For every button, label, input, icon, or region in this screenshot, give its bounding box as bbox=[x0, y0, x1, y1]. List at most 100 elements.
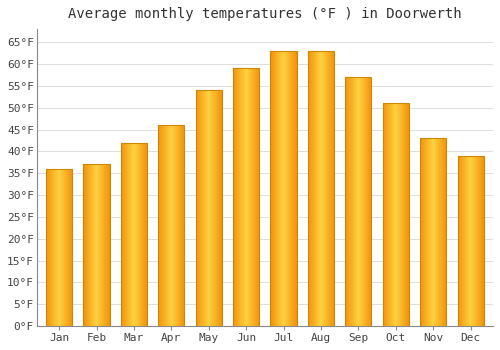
Bar bbox=[234, 68, 235, 326]
Bar bbox=[467, 156, 468, 326]
Bar bbox=[405, 103, 406, 326]
Bar bbox=[48, 169, 49, 326]
Title: Average monthly temperatures (°F ) in Doorwerth: Average monthly temperatures (°F ) in Do… bbox=[68, 7, 462, 21]
Bar bbox=[402, 103, 403, 326]
Bar bbox=[70, 169, 71, 326]
Bar bbox=[161, 125, 162, 326]
Bar bbox=[46, 169, 47, 326]
Bar bbox=[134, 143, 135, 326]
Bar bbox=[288, 51, 289, 326]
Bar bbox=[294, 51, 295, 326]
Bar bbox=[383, 103, 384, 326]
Bar bbox=[280, 51, 281, 326]
Bar bbox=[233, 68, 260, 326]
Bar bbox=[58, 169, 59, 326]
Bar bbox=[220, 90, 221, 326]
Bar bbox=[206, 90, 207, 326]
Bar bbox=[244, 68, 245, 326]
Bar bbox=[246, 68, 247, 326]
Bar bbox=[442, 138, 443, 326]
Bar bbox=[327, 51, 328, 326]
Bar bbox=[354, 77, 356, 326]
Bar bbox=[213, 90, 214, 326]
Bar bbox=[210, 90, 211, 326]
Bar bbox=[238, 68, 239, 326]
Bar bbox=[350, 77, 351, 326]
Bar bbox=[458, 156, 459, 326]
Bar bbox=[97, 164, 98, 326]
Bar bbox=[422, 138, 424, 326]
Bar bbox=[144, 143, 145, 326]
Bar bbox=[173, 125, 174, 326]
Bar bbox=[217, 90, 218, 326]
Bar bbox=[312, 51, 313, 326]
Bar bbox=[255, 68, 256, 326]
Bar bbox=[329, 51, 330, 326]
Bar bbox=[160, 125, 161, 326]
Bar bbox=[434, 138, 435, 326]
Bar bbox=[139, 143, 140, 326]
Bar bbox=[401, 103, 402, 326]
Bar bbox=[181, 125, 182, 326]
Bar bbox=[170, 125, 171, 326]
Bar bbox=[221, 90, 222, 326]
Bar bbox=[198, 90, 199, 326]
Bar bbox=[98, 164, 99, 326]
Bar bbox=[431, 138, 432, 326]
Bar bbox=[204, 90, 205, 326]
Bar bbox=[102, 164, 103, 326]
Bar bbox=[138, 143, 139, 326]
Bar bbox=[145, 143, 146, 326]
Bar bbox=[243, 68, 244, 326]
Bar bbox=[393, 103, 394, 326]
Bar bbox=[121, 143, 147, 326]
Bar bbox=[89, 164, 90, 326]
Bar bbox=[63, 169, 64, 326]
Bar bbox=[275, 51, 276, 326]
Bar bbox=[211, 90, 212, 326]
Bar bbox=[236, 68, 237, 326]
Bar bbox=[218, 90, 220, 326]
Bar bbox=[313, 51, 314, 326]
Bar bbox=[384, 103, 385, 326]
Bar bbox=[426, 138, 427, 326]
Bar bbox=[94, 164, 95, 326]
Bar bbox=[233, 68, 234, 326]
Bar bbox=[397, 103, 398, 326]
Bar bbox=[124, 143, 125, 326]
Bar bbox=[435, 138, 436, 326]
Bar bbox=[158, 125, 184, 326]
Bar bbox=[158, 125, 159, 326]
Bar bbox=[168, 125, 169, 326]
Bar bbox=[59, 169, 60, 326]
Bar bbox=[396, 103, 397, 326]
Bar bbox=[46, 169, 72, 326]
Bar bbox=[106, 164, 107, 326]
Bar bbox=[479, 156, 480, 326]
Bar bbox=[357, 77, 358, 326]
Bar bbox=[65, 169, 66, 326]
Bar bbox=[196, 90, 222, 326]
Bar bbox=[403, 103, 404, 326]
Bar bbox=[285, 51, 286, 326]
Bar bbox=[400, 103, 401, 326]
Bar bbox=[200, 90, 201, 326]
Bar bbox=[71, 169, 72, 326]
Bar bbox=[349, 77, 350, 326]
Bar bbox=[180, 125, 181, 326]
Bar bbox=[271, 51, 272, 326]
Bar bbox=[469, 156, 470, 326]
Bar bbox=[290, 51, 291, 326]
Bar bbox=[385, 103, 386, 326]
Bar bbox=[478, 156, 479, 326]
Bar bbox=[322, 51, 323, 326]
Bar bbox=[328, 51, 329, 326]
Bar bbox=[196, 90, 198, 326]
Bar bbox=[256, 68, 257, 326]
Bar bbox=[314, 51, 315, 326]
Bar bbox=[470, 156, 471, 326]
Bar bbox=[360, 77, 361, 326]
Bar bbox=[324, 51, 325, 326]
Bar bbox=[427, 138, 428, 326]
Bar bbox=[69, 169, 70, 326]
